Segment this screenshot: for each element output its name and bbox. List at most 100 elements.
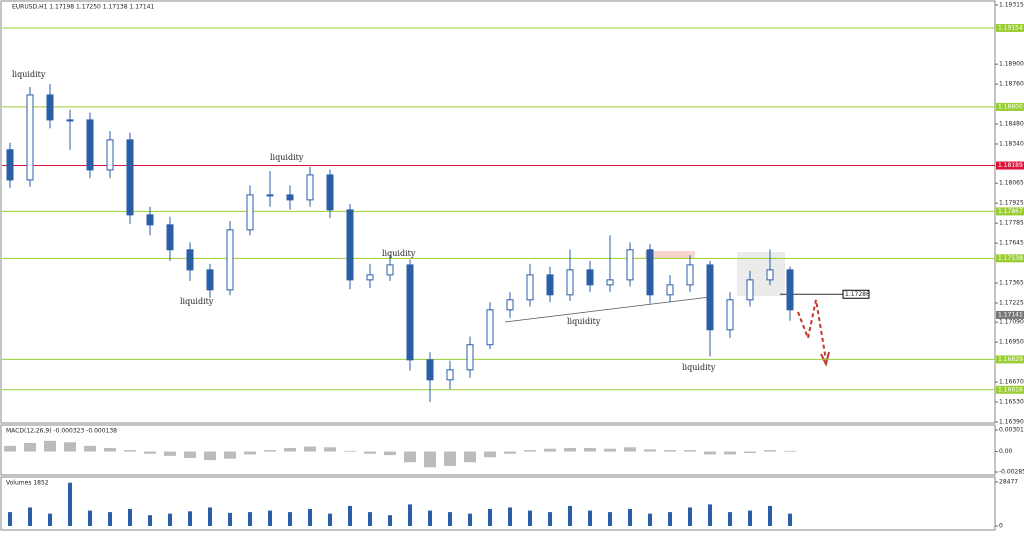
volume-bar [668, 512, 672, 526]
candle-body [286, 194, 294, 201]
volume-bar [48, 513, 52, 526]
candle-body [226, 229, 234, 291]
macd-bar [264, 450, 276, 452]
volume-bar [548, 512, 552, 526]
volume-bar [108, 512, 112, 526]
y-tick-label: 1.18480 [999, 121, 1024, 128]
macd-bar [564, 447, 576, 452]
volume-bar [468, 513, 472, 526]
volume-bar [608, 512, 612, 526]
macd-bar [464, 451, 476, 463]
macd-bar [24, 442, 36, 452]
level-tag [996, 254, 1024, 263]
macd-bar [704, 451, 716, 455]
candle-body [146, 214, 154, 226]
volume-bar [68, 482, 72, 526]
level-tag [996, 161, 1024, 170]
macd-bar [524, 450, 536, 452]
y-tick-label: 1.17365 [999, 280, 1024, 287]
macd-bar [724, 451, 736, 455]
candle-body [506, 299, 514, 311]
level-label: 1.18600 [998, 103, 1023, 110]
candle-body [46, 94, 54, 121]
level-label: 1.17867 [998, 208, 1023, 215]
macd-bar [304, 446, 316, 452]
volume-title: Volumes 1852 [6, 480, 49, 487]
volume-bar [688, 507, 692, 526]
macd-bar [124, 450, 136, 452]
volume-tick-label: 28477 [999, 479, 1018, 486]
macd-bar [164, 451, 176, 456]
volume-bar [568, 505, 572, 526]
level-tag [996, 207, 1024, 216]
macd-bar [764, 450, 776, 452]
macd-bar [604, 448, 616, 452]
candle-body [646, 249, 654, 296]
annotation: liquidity [682, 363, 716, 372]
volume-bar [648, 513, 652, 526]
candle-body [446, 369, 454, 381]
target-box [842, 289, 870, 299]
candle-body [766, 269, 774, 281]
macd-tick-label: 0.00 [999, 448, 1013, 455]
volume-bar [188, 511, 192, 526]
annotation: liquidity [180, 297, 214, 306]
volume-panel [0, 476, 996, 531]
macd-bar [104, 447, 116, 452]
macd-bar [784, 450, 796, 452]
volume-bar [288, 512, 292, 526]
level-tag [996, 355, 1024, 364]
macd-bar [744, 451, 756, 453]
macd-bar [144, 451, 156, 454]
candle-body [786, 269, 794, 311]
volume-bar [388, 515, 392, 526]
macd-bar [584, 447, 596, 452]
candle-body [246, 194, 254, 231]
macd-tick-label: 0.003017 [999, 427, 1024, 434]
candle-body [166, 224, 174, 251]
candle-body [326, 174, 334, 211]
candle-body [126, 139, 134, 216]
candle-body [306, 174, 314, 201]
candle-body [86, 119, 94, 171]
candle-body [686, 264, 694, 286]
annotation: liquidity [12, 70, 46, 79]
macd-bar [224, 451, 236, 459]
volume-bar [148, 515, 152, 526]
volume-bar [628, 509, 632, 526]
macd-bar [284, 447, 296, 452]
volume-bar [308, 509, 312, 526]
macd-title: MACD(12,26,9) -0.000323 -0.000138 [6, 428, 117, 435]
price-tag [996, 310, 1024, 319]
volume-bar [328, 513, 332, 526]
macd-bar [44, 440, 56, 452]
macd-bar [184, 451, 196, 458]
macd-bar [4, 445, 16, 452]
macd-bar [84, 445, 96, 452]
candle-body [546, 274, 554, 296]
volume-bar [788, 513, 792, 526]
volume-bar [508, 507, 512, 526]
candle-body [186, 249, 194, 271]
y-tick-label: 1.19315 [999, 2, 1024, 9]
level-label: 1.18189 [998, 162, 1023, 169]
macd-bar [444, 451, 456, 466]
resistance-zone [645, 251, 695, 259]
trend-line [504, 296, 711, 323]
main-panel [0, 0, 996, 424]
macd-bar [244, 451, 256, 455]
level-label: 1.16616 [998, 386, 1023, 393]
volume-tick-label: 0 [999, 523, 1003, 530]
chart-header: EURUSD,H1 1.17198 1.17250 1.17138 1.1714… [12, 4, 154, 11]
macd-bar [204, 451, 216, 461]
macd-bar [64, 442, 76, 452]
volume-bar [268, 510, 272, 526]
y-tick-label: 1.17785 [999, 220, 1024, 227]
level-tag [996, 23, 1024, 32]
candle-body [746, 279, 754, 301]
macd-bar [664, 450, 676, 452]
y-tick-label: 1.16530 [999, 399, 1024, 406]
candle-body [586, 269, 594, 286]
candle-body [626, 249, 634, 281]
